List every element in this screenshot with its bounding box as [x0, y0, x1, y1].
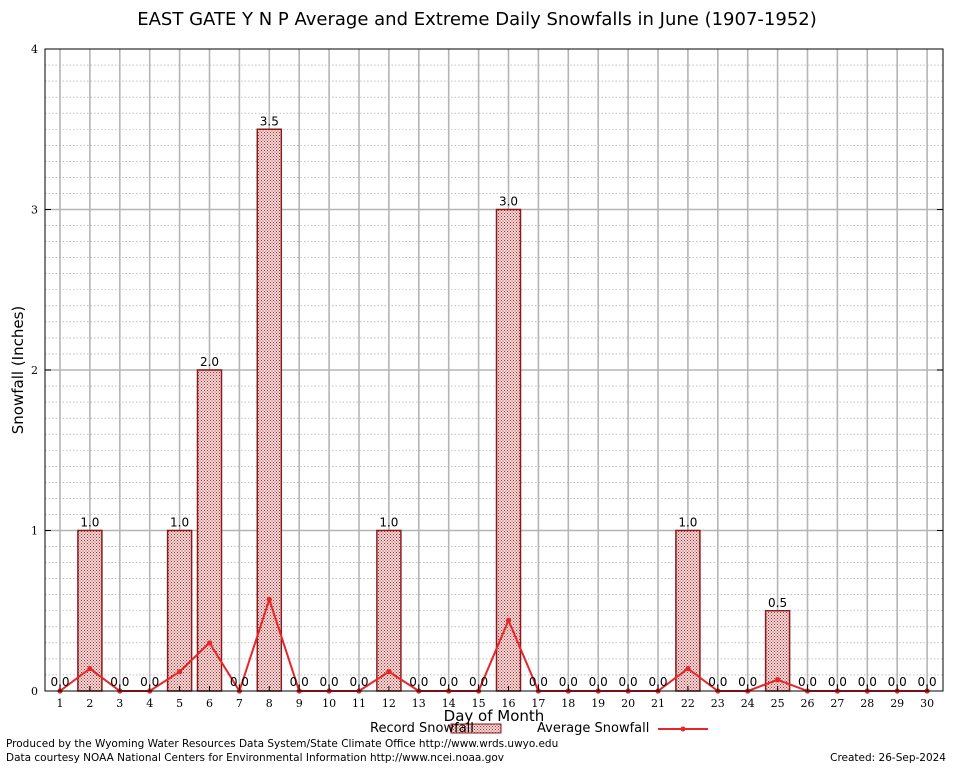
x-tick-label: 27	[830, 697, 844, 710]
x-tick-label: 29	[890, 697, 904, 710]
record-value-label: 0.0	[708, 675, 727, 689]
x-tick-label: 19	[591, 697, 605, 710]
record-value-label: 0.5	[768, 596, 787, 610]
record-value-label: 0.0	[529, 675, 548, 689]
x-tick-label: 9	[296, 697, 303, 710]
x-tick-label: 6	[206, 697, 213, 710]
record-bar-day-12	[376, 529, 402, 692]
y-tick-label: 0	[31, 685, 38, 698]
x-tick-label: 11	[352, 697, 366, 710]
x-tick-label: 26	[801, 697, 815, 710]
average-point-day-8	[266, 596, 272, 603]
average-snowfall-line	[59, 596, 928, 694]
x-tick-label: 22	[681, 697, 695, 710]
legend-record-swatch	[450, 723, 502, 734]
average-point-day-12	[386, 669, 392, 675]
record-bar-day-2	[77, 529, 103, 692]
record-value-label: 1.0	[678, 516, 697, 530]
x-tick-label: 7	[236, 697, 243, 710]
x-tick-label: 17	[531, 697, 545, 710]
y-tick-label: 2	[31, 364, 38, 377]
record-bar-day-5	[166, 529, 193, 692]
legend-average-marker	[680, 726, 686, 732]
chart-title: EAST GATE Y N P Average and Extreme Dail…	[137, 9, 817, 30]
record-value-label: 3.5	[260, 114, 279, 128]
x-tick-label: 14	[442, 697, 456, 710]
x-tick-label: 10	[322, 697, 336, 710]
y-axis-label: Snowfall (Inches)	[9, 306, 27, 434]
record-bar-day-8	[256, 128, 283, 692]
x-tick-label: 28	[860, 697, 874, 710]
average-point-day-5	[177, 669, 183, 675]
footer-data-source: Data courtesy NOAA National Centers for …	[6, 752, 505, 764]
y-tick-label: 3	[31, 204, 38, 217]
record-value-label: 2.0	[200, 355, 219, 369]
footer-producer: Produced by the Wyoming Water Resources …	[6, 738, 559, 750]
record-value-label: 0.0	[230, 675, 249, 689]
x-axis-label: Day of Month	[444, 707, 545, 725]
x-tick-label: 25	[771, 697, 785, 710]
record-value-label: 0.0	[409, 675, 428, 689]
record-value-label: 0.0	[888, 675, 907, 689]
record-value-label: 0.0	[320, 675, 339, 689]
record-value-label: 0.0	[798, 675, 817, 689]
x-tick-label: 23	[711, 697, 725, 710]
record-value-label: 1.0	[170, 516, 189, 530]
record-value-label: 0.0	[110, 675, 129, 689]
legend-record-label: Record Snowfall	[370, 721, 474, 736]
x-tick-label: 30	[920, 697, 934, 710]
record-bar-day-6	[196, 369, 223, 692]
x-tick-label: 8	[266, 697, 273, 710]
x-tick-label: 2	[86, 697, 93, 710]
record-value-label: 0.0	[469, 675, 488, 689]
record-value-label: 0.0	[50, 675, 69, 689]
x-tick-label: 13	[412, 697, 426, 710]
record-value-label: 1.0	[379, 516, 398, 530]
bars	[77, 128, 791, 692]
record-value-label: 0.0	[290, 675, 309, 689]
x-tick-label: 1	[57, 697, 64, 710]
record-value-label: 0.0	[349, 675, 368, 689]
record-value-label: 0.0	[589, 675, 608, 689]
record-value-label: 0.0	[738, 675, 757, 689]
record-value-label: 0.0	[439, 675, 458, 689]
record-value-label: 0.0	[619, 675, 638, 689]
record-value-label: 0.0	[140, 675, 159, 689]
y-tick-label: 4	[31, 43, 38, 56]
record-value-label: 0.0	[559, 675, 578, 689]
record-value-label: 0.0	[828, 675, 847, 689]
footer-created-date: Created: 26-Sep-2024	[830, 752, 946, 764]
data-labels: 0.0 1.0 0.0 0.0 1.0 2.0 0.0 3.5 0.0 0.0 0.0 1.0 0.0 0…	[50, 114, 936, 689]
record-value-label: 1.0	[80, 516, 99, 530]
x-tick-label: 12	[382, 697, 396, 710]
x-tick-label: 5	[176, 697, 183, 710]
record-value-label: 3.0	[499, 195, 518, 209]
average-point-day-2	[87, 665, 93, 672]
x-tick-label: 3	[116, 697, 123, 710]
average-point-day-16	[505, 617, 512, 623]
x-tick-label: 21	[651, 697, 665, 710]
record-value-label: 0.0	[858, 675, 877, 689]
legend-average-label: Average Snowfall	[537, 721, 650, 736]
record-value-label: 0.0	[918, 675, 937, 689]
x-tick-label: 15	[472, 697, 486, 710]
average-point-day-6	[206, 640, 213, 646]
x-tick-label: 20	[621, 697, 635, 710]
x-tick-label: 16	[502, 697, 516, 710]
record-value-label: 0.0	[648, 675, 667, 689]
average-point-day-22	[685, 665, 691, 672]
y-tick-label: 1	[31, 525, 38, 538]
x-tick-label: 18	[561, 697, 575, 710]
x-tick-label: 4	[146, 697, 153, 710]
average-point-day-25	[775, 677, 781, 683]
x-tick-label: 24	[741, 697, 755, 710]
